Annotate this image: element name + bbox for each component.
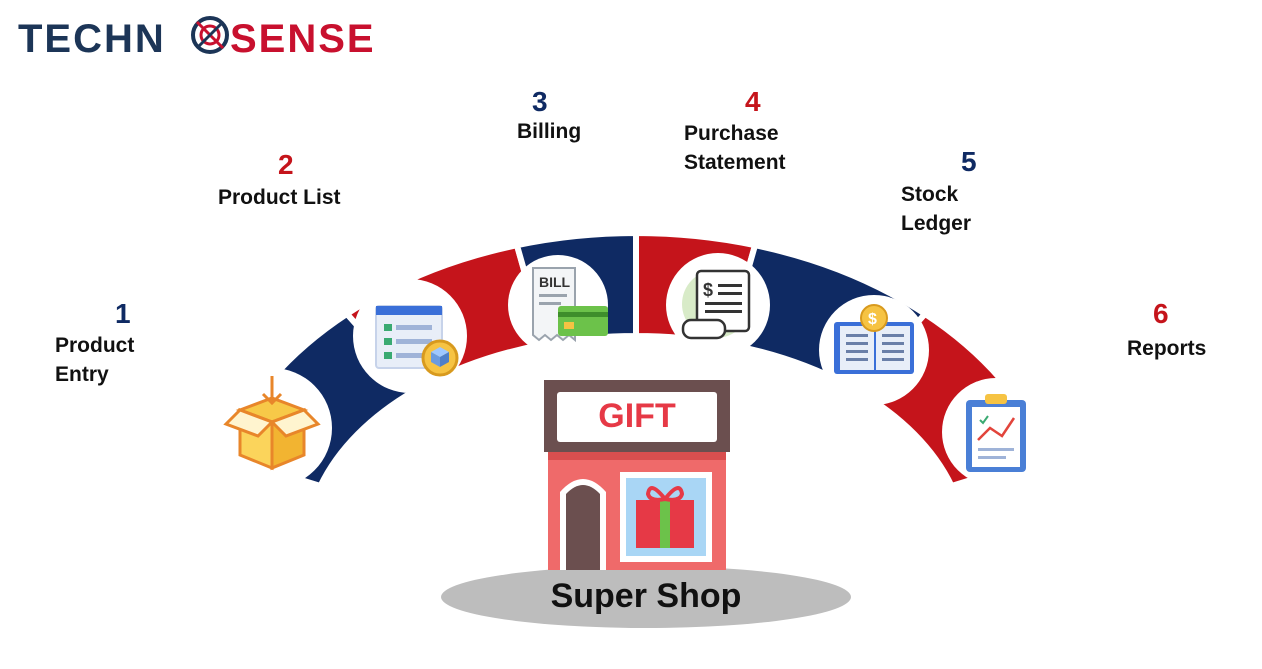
logo-sense-text: SENSE: [230, 17, 376, 60]
step-3-label: Billing: [517, 120, 582, 143]
step-4-label-line1: Purchase: [684, 122, 779, 145]
clipboard-report-icon: [966, 394, 1026, 472]
gift-shop-building-icon: GIFT: [544, 380, 730, 570]
step-4-label-line2: Statement: [684, 151, 786, 174]
icon-circle-6: [942, 378, 1050, 486]
shop-sign-text: GIFT: [598, 397, 676, 435]
logo-globe-icon: [191, 16, 229, 54]
receipt-dollar-text: $: [703, 280, 713, 300]
step-1-number: 1: [115, 298, 131, 329]
step-1-label: Product Entry: [55, 331, 134, 389]
technosense-logo: TECHN SENSE: [18, 16, 376, 60]
receipt-scroll-icon: $: [681, 269, 751, 340]
step-5-label-line2: Ledger: [901, 212, 972, 235]
logo-techno-text: TECHN: [18, 17, 166, 60]
open-box-icon: [223, 376, 321, 471]
bill-card-icon: BILL: [532, 267, 608, 343]
step-4-label: Purchase Statement: [684, 119, 786, 177]
icon-circle-3: BILL: [508, 255, 608, 355]
shop-base-ellipse: [441, 566, 851, 628]
step-6-label: Reports: [1127, 337, 1207, 360]
icon-circle-5: $: [819, 295, 929, 405]
step-2-number: 2: [278, 149, 294, 180]
icon-circle-1: [212, 368, 332, 488]
icon-circle-2: [353, 279, 467, 393]
step-5-label: Stock Ledger: [901, 180, 971, 238]
step-5-number: 5: [961, 146, 977, 177]
step-3-number: 3: [532, 86, 548, 117]
center-title: Super Shop: [551, 577, 742, 615]
step-6-number: 6: [1153, 298, 1169, 329]
step-1-label-line2: Entry: [55, 363, 109, 386]
ledger-book-icon: $: [834, 304, 914, 374]
step-5-label-line1: Stock: [901, 183, 959, 206]
bill-icon-text: BILL: [539, 274, 571, 290]
ledger-dollar-text: $: [868, 311, 877, 328]
icon-circle-4: $: [666, 253, 770, 357]
step-1-label-line1: Product: [55, 334, 135, 357]
step-2-label: Product List: [218, 186, 341, 209]
checklist-icon: [375, 305, 459, 377]
step-4-number: 4: [745, 86, 761, 117]
